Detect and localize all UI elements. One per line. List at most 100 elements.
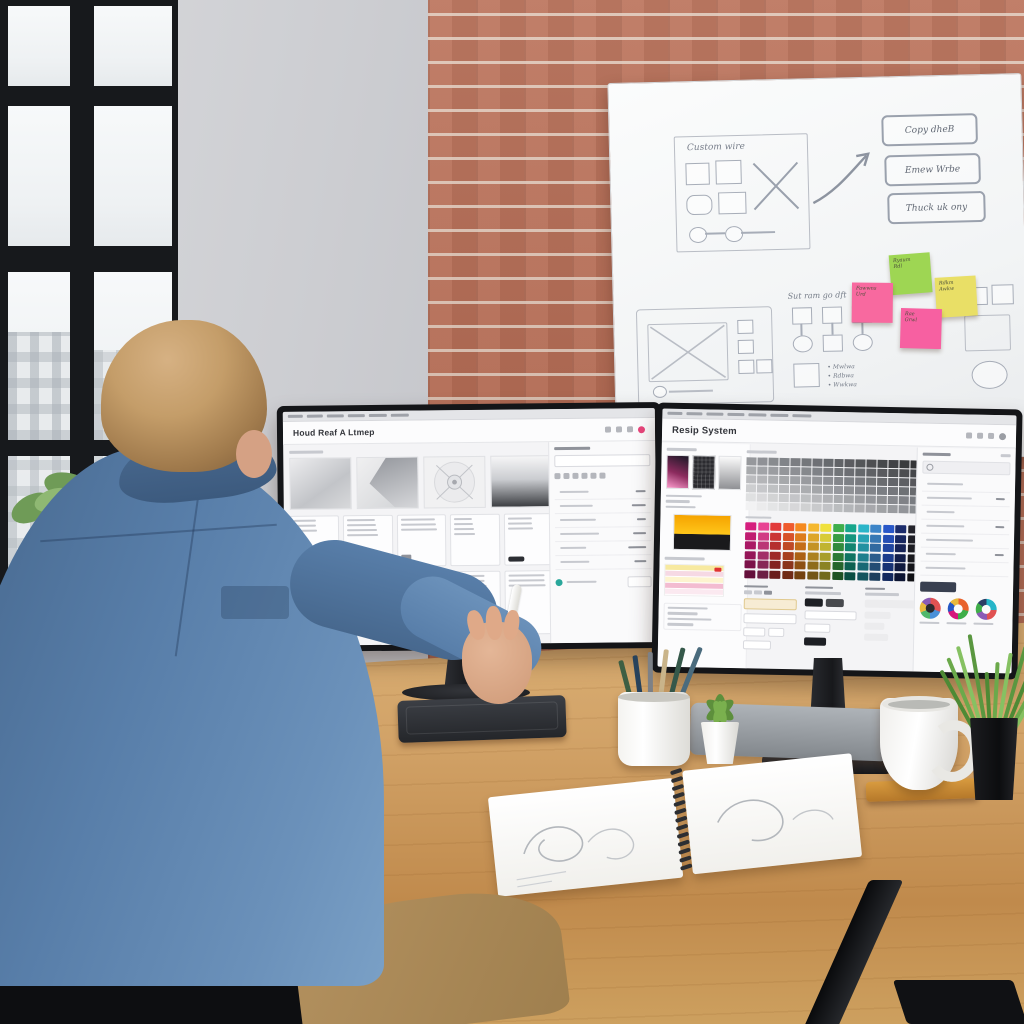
thumb-dark-grid[interactable]: [691, 454, 716, 490]
palette-swatch-r3c2[interactable]: [757, 541, 769, 550]
thumb-pink-gradient[interactable]: [665, 454, 690, 489]
thumb-angular-gradient[interactable]: [356, 456, 419, 509]
small-input[interactable]: [742, 640, 772, 650]
palette-swatch-r3c13[interactable]: [895, 544, 907, 553]
panel-mini-field[interactable]: [627, 575, 652, 587]
palette-swatch-r6c4[interactable]: [781, 570, 794, 579]
palette-swatch-r5c13[interactable]: [894, 563, 907, 572]
palette-swatch-r4c5[interactable]: [794, 551, 806, 560]
secondary-button[interactable]: [825, 598, 844, 607]
palette-swatch-r2c2[interactable]: [757, 531, 769, 541]
grid-icon[interactable]: [976, 432, 984, 439]
tab-segment[interactable]: [306, 414, 323, 418]
palette-swatch-r1c6[interactable]: [807, 523, 820, 532]
mini-control[interactable]: [743, 590, 753, 595]
palette-swatch-r2c13[interactable]: [895, 534, 907, 543]
striped-list-card[interactable]: [663, 563, 725, 597]
palette-swatch-r4c6[interactable]: [807, 551, 819, 561]
palette-swatch-r4c2[interactable]: [757, 550, 769, 560]
palette-swatch-r3c9[interactable]: [845, 543, 857, 552]
palette-swatch-r4c3[interactable]: [769, 551, 781, 560]
palette-swatch-r1c13[interactable]: [895, 525, 907, 534]
palette-swatch-r3c5[interactable]: [794, 542, 807, 551]
palette-swatch-r4c12[interactable]: [882, 553, 894, 562]
undo-icon[interactable]: [604, 426, 612, 433]
tool-icon[interactable]: [563, 472, 570, 479]
profile-icon[interactable]: [998, 432, 1007, 440]
property-row[interactable]: [554, 498, 651, 514]
select-input[interactable]: [864, 611, 891, 619]
palette-swatch-r6c11[interactable]: [869, 572, 881, 581]
select-input[interactable]: [864, 633, 889, 641]
palette-swatch-r6c13[interactable]: [894, 572, 906, 581]
tool-icon[interactable]: [590, 472, 597, 479]
submit-button[interactable]: [803, 636, 826, 646]
palette-swatch-r3c11[interactable]: [870, 543, 882, 552]
palette-swatch-r3c7[interactable]: [820, 542, 832, 551]
palette-swatch-r2c7[interactable]: [820, 533, 832, 542]
tab-segment[interactable]: [326, 414, 344, 418]
palette-swatch-r5c1[interactable]: [744, 560, 756, 569]
palette-swatch-r2c1[interactable]: [745, 531, 757, 540]
panel-input[interactable]: [554, 453, 651, 467]
palette-swatch-r2c10[interactable]: [857, 533, 869, 543]
palette-swatch-r4c13[interactable]: [895, 553, 907, 562]
tab-segment[interactable]: [792, 414, 812, 418]
palette-swatch-r3c4[interactable]: [782, 541, 794, 551]
property-row[interactable]: [554, 484, 651, 500]
account-badge[interactable]: [637, 425, 646, 433]
palette-swatch-r3c8[interactable]: [832, 542, 844, 552]
palette-swatch-r2c11[interactable]: [870, 534, 882, 543]
tool-icon[interactable]: [572, 472, 579, 479]
palette-swatch-r6c6[interactable]: [806, 570, 819, 580]
palette-swatch-r6c9[interactable]: [844, 571, 856, 580]
palette-swatch-r4c7[interactable]: [819, 552, 832, 561]
palette-swatch-r6c8[interactable]: [831, 571, 844, 580]
tab-segment[interactable]: [390, 413, 409, 417]
palette-swatch-r5c10[interactable]: [857, 562, 869, 571]
palette-swatch-r2c6[interactable]: [807, 532, 819, 542]
mini-control[interactable]: [763, 590, 773, 595]
primary-button[interactable]: [804, 597, 823, 607]
tab-segment[interactable]: [686, 412, 703, 416]
palette-swatch-r6c7[interactable]: [819, 571, 831, 580]
palette-swatch-r4c8[interactable]: [832, 552, 844, 561]
wireframe-card[interactable]: [503, 512, 554, 566]
palette-swatch-r1c9[interactable]: [845, 524, 857, 533]
panel-list-row[interactable]: [920, 561, 1009, 577]
tab-segment[interactable]: [770, 413, 789, 418]
palette-swatch-r3c12[interactable]: [882, 543, 894, 553]
palette-swatch-r1c4[interactable]: [782, 522, 794, 532]
palette-swatch-r5c9[interactable]: [844, 562, 856, 571]
palette-swatch-r5c5[interactable]: [794, 561, 806, 570]
palette-swatch-r2c9[interactable]: [845, 533, 857, 542]
select-input[interactable]: [865, 599, 918, 609]
palette-swatch-r1c12[interactable]: [883, 524, 895, 534]
palette-swatch-r1c8[interactable]: [832, 523, 845, 533]
tab-segment[interactable]: [667, 411, 683, 416]
palette-swatch-r3c1[interactable]: [744, 541, 757, 550]
palette-swatch-r1c10[interactable]: [857, 524, 870, 533]
palette-swatch-r5c2[interactable]: [756, 560, 769, 569]
palette-swatch-r5c11[interactable]: [869, 562, 881, 571]
small-input[interactable]: [768, 627, 785, 638]
mini-control[interactable]: [753, 590, 763, 595]
palette-swatch-r2c5[interactable]: [795, 532, 807, 541]
property-row[interactable]: [555, 540, 652, 556]
share-icon[interactable]: [626, 426, 634, 433]
small-input[interactable]: [803, 622, 831, 633]
layout-grid-icon[interactable]: [615, 426, 623, 433]
tab-segment[interactable]: [727, 412, 745, 417]
property-row[interactable]: [555, 526, 652, 542]
small-input[interactable]: [743, 627, 766, 637]
palette-swatch-r2c4[interactable]: [782, 532, 794, 541]
palette-swatch-r1c1[interactable]: [745, 522, 757, 531]
palette-swatch-r2c8[interactable]: [832, 533, 844, 542]
palette-swatch-r4c10[interactable]: [857, 552, 869, 562]
palette-swatch-r6c12[interactable]: [882, 572, 894, 581]
palette-swatch-r6c1[interactable]: [744, 569, 756, 578]
palette-swatch-r4c4[interactable]: [782, 551, 794, 560]
tab-segment[interactable]: [347, 414, 365, 418]
tab-segment[interactable]: [368, 413, 387, 418]
palette-swatch-r5c3[interactable]: [769, 560, 781, 569]
